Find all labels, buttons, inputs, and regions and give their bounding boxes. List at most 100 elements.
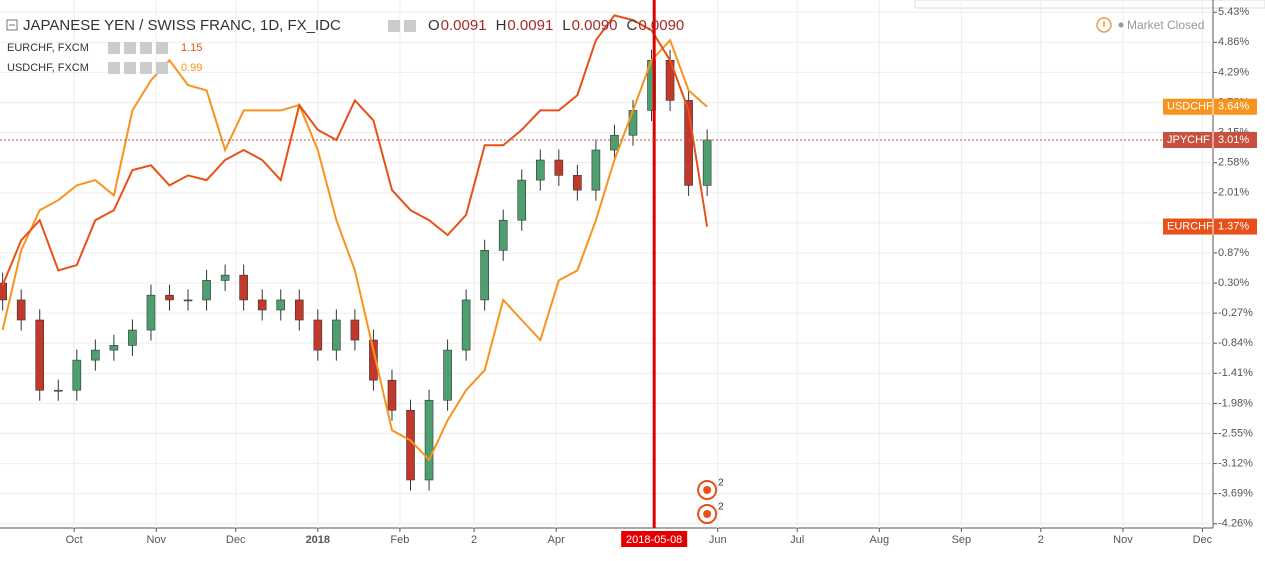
legend-toolbar-icon[interactable]	[124, 42, 136, 54]
x-tick-label: Apr	[548, 534, 565, 546]
candle-body	[591, 149, 601, 191]
legend-value: 1.15	[181, 42, 202, 54]
ohlc-value: 0.0090	[638, 17, 684, 34]
candle-body	[35, 319, 45, 391]
candle-body	[573, 175, 582, 191]
x-tick-label: Nov	[146, 534, 166, 546]
candle-body	[480, 250, 489, 301]
series-tag	[1163, 98, 1257, 115]
candle-body	[702, 139, 712, 186]
candle-body	[406, 409, 415, 481]
candle-body	[146, 294, 156, 331]
y-tick-label: -2.55%	[1218, 427, 1253, 439]
y-tick-label: -1.98%	[1218, 397, 1253, 409]
candle-body	[0, 282, 7, 301]
x-tick-label: Aug	[870, 534, 890, 546]
candle-body	[294, 299, 304, 321]
legend-toolbar-icon[interactable]	[156, 42, 168, 54]
series-line	[1, 38, 708, 462]
candle-body	[257, 299, 267, 311]
popup-edge	[914, 0, 1265, 9]
ohlc-label: L	[562, 17, 570, 34]
candle-body	[610, 134, 619, 151]
chart-title: JAPANESE YEN / SWISS FRANC, 1D, FX_IDC	[23, 17, 341, 34]
x-tick-label: Nov	[1113, 534, 1133, 546]
status-icon	[1096, 17, 1112, 33]
candle-body	[332, 319, 341, 351]
series-tag-name: JPYCHF	[1167, 134, 1210, 146]
toolbar-icon[interactable]	[388, 20, 400, 32]
x-tick-label: 2	[471, 534, 477, 546]
legend-toolbar-icon[interactable]	[124, 62, 136, 74]
legend-toolbar-icon[interactable]	[108, 62, 120, 74]
candle-body	[461, 299, 471, 351]
series-tag-name: EURCHF	[1167, 220, 1213, 232]
status-dot	[1118, 22, 1124, 28]
candle-body	[109, 345, 119, 351]
toolbar-icon[interactable]	[404, 20, 416, 32]
candle-body	[239, 274, 248, 301]
collapse-icon	[6, 19, 18, 31]
y-tick-label: 2.01%	[1218, 187, 1249, 199]
y-tick-label: -4.26%	[1218, 518, 1253, 530]
x-tick-label: Feb	[390, 534, 409, 546]
candle-body	[128, 329, 137, 346]
y-tick-label: 4.86%	[1218, 36, 1249, 48]
grid	[0, 0, 1213, 528]
y-tick-label: 4.29%	[1218, 66, 1249, 78]
y-tick-label: 0.87%	[1218, 247, 1249, 259]
crosshair-label-bg	[621, 531, 688, 547]
candle-body	[202, 280, 211, 301]
candle-body	[350, 319, 360, 341]
candle-body	[535, 159, 545, 181]
candle-body	[72, 359, 82, 391]
y-tick-label: 5.43%	[1218, 6, 1249, 18]
event-icon-dot	[703, 486, 712, 494]
x-tick-label: Sep	[952, 534, 972, 546]
series-line	[1, 14, 709, 286]
candle-body	[53, 389, 63, 392]
x-tick-label: Oct	[66, 534, 83, 546]
crosshair-label: 2018-05-08	[626, 534, 682, 546]
candle-body	[276, 299, 286, 311]
x-tick-label: Jun	[709, 534, 727, 546]
legend-toolbar-icon[interactable]	[156, 62, 168, 74]
y-tick-label: -0.27%	[1218, 307, 1253, 319]
candle-body	[424, 399, 434, 481]
x-tick-label: 2018	[306, 534, 330, 546]
y-tick-label: -3.69%	[1218, 488, 1253, 500]
x-tick-label: 2	[1038, 534, 1044, 546]
series-tag-name: USDCHF	[1167, 101, 1213, 113]
candle-body	[628, 110, 638, 136]
series-tag	[1163, 131, 1257, 148]
candle-body	[91, 349, 100, 361]
candle-body	[313, 319, 323, 351]
series-tag-value: 3.01%	[1218, 134, 1249, 146]
legend-toolbar-icon[interactable]	[140, 42, 152, 54]
legend-toolbar-icon[interactable]	[140, 62, 152, 74]
x-tick-label: Dec	[1193, 534, 1213, 546]
series-tag	[1163, 218, 1257, 235]
y-tick-label: 0.30%	[1218, 277, 1249, 289]
legend-toolbar-icon[interactable]	[108, 42, 120, 54]
status-text: Market Closed	[1127, 18, 1204, 32]
candle-body	[16, 299, 26, 321]
ohlc-value: 0.0091	[507, 17, 553, 34]
candle-body	[387, 379, 397, 411]
ohlc-label: C	[627, 17, 638, 34]
x-tick-label: Dec	[226, 534, 246, 546]
event-count: 2	[718, 478, 724, 489]
legend-symbol: EURCHF, FXCM	[7, 42, 89, 54]
y-tick-label: -0.84%	[1218, 337, 1253, 349]
legend-value: 0.99	[181, 62, 202, 74]
series-tag-value: 1.37%	[1218, 220, 1249, 232]
candle-body	[498, 219, 508, 251]
x-tick-label: Jul	[790, 534, 804, 546]
event-icon-dot	[703, 510, 712, 518]
candle-body	[443, 349, 452, 401]
y-tick-label: -3.12%	[1218, 458, 1253, 470]
ohlc-label: O	[428, 17, 440, 34]
series-tag-value: 3.64%	[1218, 101, 1249, 113]
